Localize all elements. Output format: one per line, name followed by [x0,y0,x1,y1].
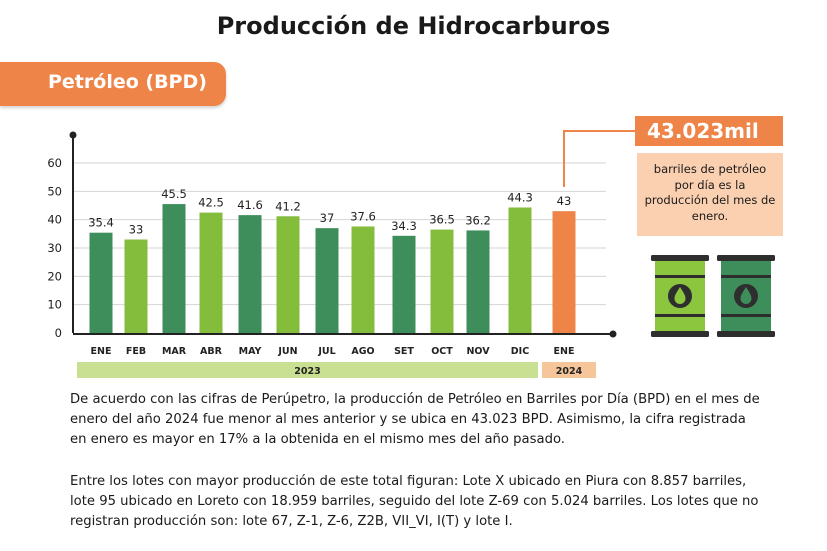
bar-value-label: 37 [320,211,335,225]
oil-drop-icon [674,287,686,304]
bar [124,239,148,333]
barrel-band [655,275,705,278]
y-tick-label: 40 [47,213,62,227]
x-tick-label: OCT [431,346,453,357]
y-tick-label: 60 [47,156,62,170]
x-tick-label: ENE [91,346,112,357]
bar-value-label: 33 [129,223,144,237]
barrel-band [655,314,705,317]
year-band [542,362,596,378]
bar [392,235,416,333]
bar [315,228,339,333]
bar [508,207,532,333]
bar [552,211,576,333]
callout-connector [563,130,635,187]
x-tick-label: MAY [239,346,262,357]
page-title: Producción de Hidrocarburos [216,12,611,40]
bar [466,230,490,333]
section-banner: Petróleo (BPD) [0,62,226,106]
bar [276,216,300,333]
barrel-base [651,331,709,337]
x-tick-label: SET [394,346,414,357]
x-tick-label: FEB [126,346,146,357]
bar-value-label: 35.4 [88,216,114,230]
oil-barrel-icon [717,255,775,337]
bar-value-label: 44.3 [507,190,533,204]
y-tick-label: 50 [47,184,62,198]
y-tick-label: 30 [47,241,62,255]
bar-value-label: 36.5 [429,213,455,227]
x-axis-end-dot [609,330,617,338]
y-axis-end-dot [69,131,77,139]
callout-note: barriles de petróleo por día es la produ… [637,153,783,236]
x-tick-label: MAR [162,346,187,357]
x-tick-label: JUN [277,346,297,357]
barrel-lid [717,255,775,261]
description-paragraph: De acuerdo con las cifras de Perúpetro, … [70,392,760,447]
bar [238,215,262,333]
bar [351,226,375,333]
x-tick-label: JUL [317,346,335,357]
year-band [77,362,538,378]
barrel-band [721,314,771,317]
bar-value-label: 36.2 [465,213,491,227]
x-tick-label: DIC [511,346,529,357]
bar-value-label: 41.6 [237,198,263,212]
bar-value-label: 37.6 [350,209,376,223]
bar-value-label: 41.2 [275,199,301,213]
description-paragraph: Entre los lotes con mayor producción de … [70,474,759,529]
y-tick-label: 20 [47,269,62,283]
barrel-base [717,331,775,337]
section-label: Petróleo (BPD) [48,71,207,93]
oil-barrel-icon [651,255,709,337]
oil-drop-icon [740,287,752,304]
year-band-label: 2023 [294,366,320,377]
year-band-label: 2024 [556,366,583,377]
bar [199,212,223,333]
barrel-lid [651,255,709,261]
callout-value: 43.023mil [635,116,783,146]
y-tick-label: 0 [55,326,62,340]
barrel-band [721,275,771,278]
bar-value-label: 34.3 [391,219,417,233]
y-tick-label: 10 [47,298,62,312]
bar [162,204,186,333]
x-tick-label: ABR [200,346,223,357]
x-tick-label: ENE [554,346,575,357]
bar-value-label: 42.5 [198,196,224,210]
bar-value-label: 45.5 [161,187,187,201]
x-tick-label: AGO [351,346,374,357]
x-tick-label: NOV [466,346,490,357]
bar [430,229,454,333]
bar-value-label: 43 [557,194,572,208]
bar [89,232,113,333]
